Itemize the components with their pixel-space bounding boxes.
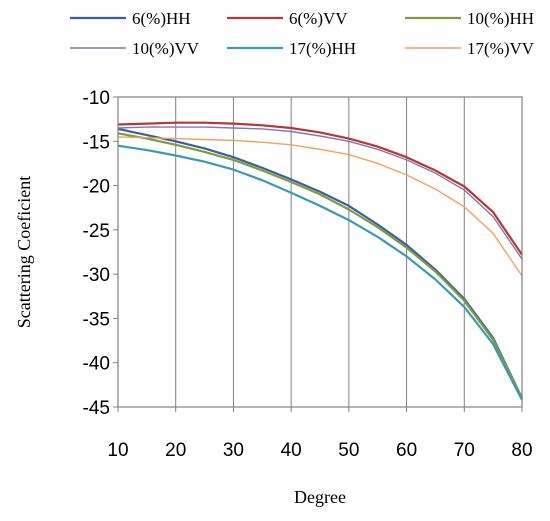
legend-label: 6(%)HH bbox=[132, 9, 191, 28]
x-tick-label: 40 bbox=[281, 440, 302, 461]
y-tick-label: -45 bbox=[83, 398, 110, 419]
grid bbox=[175, 97, 465, 407]
legend-label: 10(%)HH bbox=[467, 9, 534, 28]
x-tick-label: 10 bbox=[107, 440, 128, 461]
series-line-5 bbox=[117, 136, 523, 277]
x-axis-ticks: 10 20 30 40 50 60 70 80 bbox=[107, 407, 533, 461]
series-group bbox=[117, 121, 523, 401]
y-axis-label: Scattering Coeficient bbox=[14, 176, 34, 328]
x-tick-label: 60 bbox=[396, 440, 417, 461]
x-tick-label: 80 bbox=[511, 440, 532, 461]
y-tick-label: -10 bbox=[83, 88, 110, 109]
x-tick-label: 20 bbox=[165, 440, 186, 461]
plot-frame bbox=[117, 96, 523, 408]
y-tick-label: -15 bbox=[83, 132, 110, 153]
y-tick-label: -25 bbox=[83, 221, 110, 242]
x-tick-label: 70 bbox=[454, 440, 475, 461]
y-tick-label: -40 bbox=[83, 354, 110, 375]
x-tick-label: 30 bbox=[223, 440, 244, 461]
y-tick-label: -30 bbox=[83, 265, 110, 286]
legend-label: 10(%)VV bbox=[132, 39, 200, 58]
legend: 6(%)HH 6(%)VV 10(%)HH 10(%)VV 17(%)HH 17(%)VV bbox=[70, 9, 535, 58]
series-line-2 bbox=[117, 132, 523, 399]
legend-label: 6(%)VV bbox=[289, 9, 348, 28]
series-line-1 bbox=[117, 121, 523, 256]
y-tick-label: -20 bbox=[83, 177, 110, 198]
series-line-4 bbox=[117, 144, 523, 401]
legend-label: 17(%)HH bbox=[289, 39, 356, 58]
y-tick-label: -35 bbox=[83, 309, 110, 330]
y-axis-ticks: -10 -15 -20 -25 -30 -35 -40 -45 bbox=[83, 88, 118, 419]
x-tick-label: 50 bbox=[338, 440, 359, 461]
x-axis-label: Degree bbox=[294, 487, 346, 507]
series-line-0 bbox=[117, 127, 523, 399]
legend-label: 17(%)VV bbox=[467, 39, 535, 58]
series-line-3 bbox=[117, 126, 523, 260]
